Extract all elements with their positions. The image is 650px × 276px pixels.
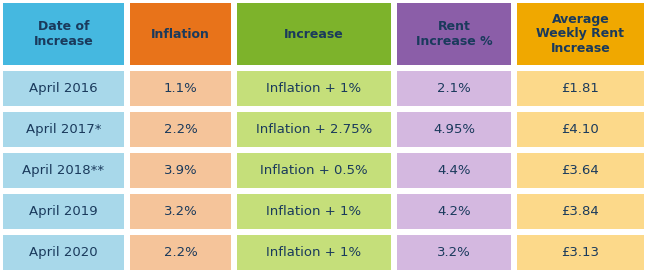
Text: Inflation + 2.75%: Inflation + 2.75% bbox=[256, 123, 372, 136]
Text: Rent
Increase %: Rent Increase % bbox=[416, 20, 492, 48]
Text: £4.10: £4.10 bbox=[562, 123, 599, 136]
Bar bbox=[3, 71, 124, 106]
Text: 3.9%: 3.9% bbox=[164, 164, 198, 177]
Bar bbox=[3, 153, 124, 188]
Bar bbox=[237, 71, 391, 106]
Text: 3.2%: 3.2% bbox=[164, 205, 198, 218]
Bar bbox=[397, 194, 511, 229]
Text: Date of
Increase: Date of Increase bbox=[34, 20, 94, 48]
Bar bbox=[237, 112, 391, 147]
Text: April 2019: April 2019 bbox=[29, 205, 98, 218]
Text: 2.2%: 2.2% bbox=[164, 123, 198, 136]
Text: 4.95%: 4.95% bbox=[433, 123, 475, 136]
Text: £1.81: £1.81 bbox=[562, 82, 599, 95]
Bar bbox=[130, 112, 231, 147]
Bar bbox=[130, 235, 231, 270]
Text: Inflation + 1%: Inflation + 1% bbox=[266, 205, 361, 218]
Text: Inflation + 1%: Inflation + 1% bbox=[266, 82, 361, 95]
Bar bbox=[237, 153, 391, 188]
Bar bbox=[130, 153, 231, 188]
Text: £3.64: £3.64 bbox=[562, 164, 599, 177]
Text: Inflation + 0.5%: Inflation + 0.5% bbox=[260, 164, 368, 177]
Bar bbox=[397, 235, 511, 270]
Text: 4.2%: 4.2% bbox=[437, 205, 471, 218]
Text: Inflation: Inflation bbox=[151, 28, 210, 41]
Bar bbox=[517, 194, 644, 229]
Text: 4.4%: 4.4% bbox=[437, 164, 471, 177]
Bar bbox=[3, 112, 124, 147]
Bar bbox=[3, 235, 124, 270]
Text: April 2018**: April 2018** bbox=[23, 164, 105, 177]
Text: 2.1%: 2.1% bbox=[437, 82, 471, 95]
Bar bbox=[517, 153, 644, 188]
Bar bbox=[130, 71, 231, 106]
Bar bbox=[517, 112, 644, 147]
Bar bbox=[397, 112, 511, 147]
Bar bbox=[130, 3, 231, 65]
Text: April 2020: April 2020 bbox=[29, 246, 98, 259]
Bar bbox=[237, 235, 391, 270]
Bar bbox=[397, 71, 511, 106]
Text: 2.2%: 2.2% bbox=[164, 246, 198, 259]
Text: April 2016: April 2016 bbox=[29, 82, 98, 95]
Bar bbox=[237, 3, 391, 65]
Text: April 2017*: April 2017* bbox=[26, 123, 101, 136]
Bar bbox=[237, 194, 391, 229]
Bar bbox=[130, 194, 231, 229]
Text: Inflation + 1%: Inflation + 1% bbox=[266, 246, 361, 259]
Text: Average
Weekly Rent
Increase: Average Weekly Rent Increase bbox=[536, 12, 625, 55]
Bar bbox=[397, 153, 511, 188]
Text: 3.2%: 3.2% bbox=[437, 246, 471, 259]
Bar bbox=[517, 71, 644, 106]
Bar bbox=[397, 3, 511, 65]
Text: Increase: Increase bbox=[284, 28, 344, 41]
Bar bbox=[3, 194, 124, 229]
Text: £3.84: £3.84 bbox=[562, 205, 599, 218]
Text: 1.1%: 1.1% bbox=[164, 82, 198, 95]
Text: £3.13: £3.13 bbox=[562, 246, 599, 259]
Bar bbox=[517, 3, 644, 65]
Bar bbox=[517, 235, 644, 270]
Bar bbox=[3, 3, 124, 65]
